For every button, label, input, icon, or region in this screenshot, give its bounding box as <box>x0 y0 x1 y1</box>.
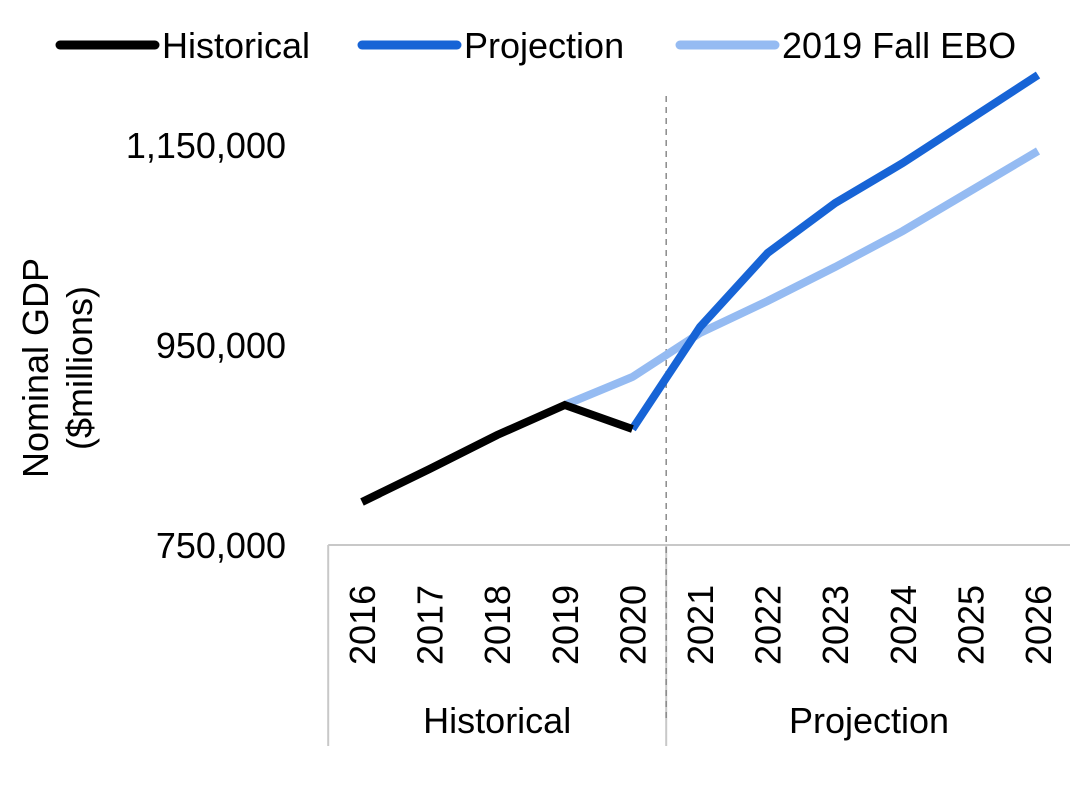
x-tick-label: 2026 <box>1018 585 1059 665</box>
y-tick-label: 1,150,000 <box>126 125 286 166</box>
x-tick-label: 2017 <box>410 585 451 665</box>
series-line-projection <box>629 71 1041 432</box>
series-line-historical <box>360 400 634 506</box>
plot-area <box>360 71 1041 722</box>
x-tick-label: 2025 <box>950 585 991 665</box>
x-tick-label: 2016 <box>342 585 383 665</box>
legend-label: 2019 Fall EBO <box>782 25 1016 66</box>
y-tick-label: 750,000 <box>156 525 286 566</box>
legend-label: Projection <box>464 25 624 66</box>
x-tick-label: 2024 <box>883 585 924 665</box>
x-tick-label: 2023 <box>815 585 856 665</box>
x-tick-label: 2018 <box>477 585 518 665</box>
x-tick-label: 2019 <box>545 585 586 665</box>
y-axis-title-line-2: ($millions) <box>59 286 100 450</box>
x-group-label: Projection <box>789 700 949 741</box>
y-axis: 750,000 950,000 1,150,000 <box>126 125 286 566</box>
legend: Historical Projection 2019 Fall EBO <box>55 25 1016 66</box>
x-group-label: Historical <box>423 700 571 741</box>
x-tick-label: 2022 <box>748 585 789 665</box>
x-tick-label: 2020 <box>612 585 653 665</box>
x-tick-label: 2021 <box>680 585 721 665</box>
legend-label: Historical <box>162 25 310 66</box>
x-axis: 2016 2017 2018 2019 2020 2021 2022 2023 2024 2025… <box>327 544 1070 746</box>
y-axis-title-line-1: Nominal GDP <box>15 258 56 478</box>
series-line-2019-fall-ebo <box>563 147 1041 409</box>
y-tick-label: 950,000 <box>156 325 286 366</box>
